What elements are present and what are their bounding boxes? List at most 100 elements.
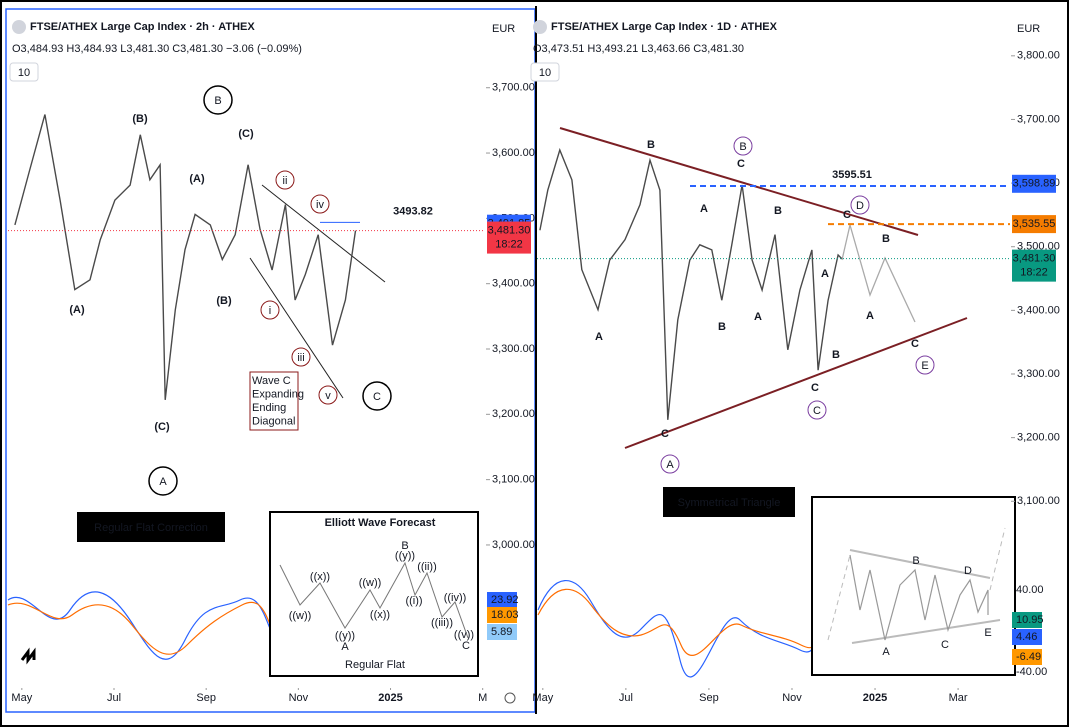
note-line: Diagonal — [252, 415, 295, 427]
wave-label: B — [739, 141, 746, 153]
inset-label: ((w)) — [359, 577, 382, 589]
inset-zigzag — [279, 561, 469, 639]
symbol-icon — [12, 20, 26, 34]
y-tick-label: 3,700.00 — [1017, 113, 1060, 125]
x-tick-label: Sep — [699, 692, 719, 704]
inset-box — [811, 496, 1016, 676]
x-tick-label: May — [11, 692, 32, 704]
inset-label: ((iv)) — [444, 592, 467, 604]
ohlc: O3,484.93 H3,484.93 L3,481.30 C3,481.30 … — [12, 43, 302, 55]
diagonal-lower — [249, 257, 344, 399]
wave-label: A — [700, 203, 708, 215]
wave-label: iii — [297, 352, 304, 364]
triangle-upper — [559, 127, 919, 236]
wave-circle — [148, 466, 178, 496]
indicator-label: 4.46 — [1016, 631, 1037, 643]
wave-label: C — [843, 209, 851, 221]
wave-label: A — [754, 311, 762, 323]
note-line: Expanding — [252, 388, 304, 400]
triangle-lower — [624, 317, 968, 449]
wave-circle — [915, 355, 935, 375]
indicator-label: 10.95 — [1016, 614, 1044, 626]
chart-title: FTSE/ATHEX Large Cap Index · 1D · ATHEX — [551, 21, 778, 33]
wave-label: C — [813, 405, 821, 417]
wave-label: B — [647, 139, 655, 151]
x-tick-label: May — [532, 692, 553, 704]
wave-label: i — [269, 305, 271, 317]
inset-label: ((x)) — [310, 571, 330, 583]
wave-label: E — [921, 360, 928, 372]
wave-label: (A) — [69, 304, 85, 316]
inset-label: A — [882, 646, 890, 658]
y-tick-label: 3,700.00 — [492, 82, 535, 94]
y-tick-label: 3,200.00 — [1017, 432, 1060, 444]
indicator-label: 40.00 — [1016, 584, 1044, 596]
ohlc: O3,473.51 H3,493.21 L3,463.66 C3,481.30 — [533, 43, 744, 55]
wave-label: (C) — [154, 421, 170, 433]
indicator-label-bg — [1012, 649, 1042, 665]
wave-label: ii — [283, 175, 288, 187]
indicator-label: 18.03 — [491, 609, 519, 621]
currency: EUR — [492, 23, 515, 35]
interval: 10 — [539, 67, 551, 79]
wave-label: (C) — [238, 128, 254, 140]
wave-circle — [291, 347, 311, 367]
inset-label: ((y)) — [335, 630, 355, 642]
inset-label: C — [941, 639, 949, 651]
y-tick-label: 3,300.00 — [1017, 368, 1060, 380]
caption-box — [663, 487, 795, 517]
indicator-label: -40.00 — [1016, 666, 1047, 678]
interval-box — [9, 62, 39, 82]
indicator-label-bg — [1012, 629, 1042, 645]
inset-caption: Regular Flat — [345, 659, 405, 671]
currency: EUR — [1017, 23, 1040, 35]
price-label: 3,481.30 — [1013, 253, 1056, 265]
inset-label: ((iii)) — [431, 617, 453, 629]
inset-lower — [851, 619, 1001, 644]
caption-box — [77, 512, 225, 542]
price-line — [14, 114, 357, 400]
level-label: 3595.51 — [832, 169, 872, 181]
wave-label: v — [325, 390, 331, 402]
wave-circle — [733, 136, 753, 156]
inset-label: ((y)) — [395, 550, 415, 562]
note-box — [249, 371, 299, 431]
wave-label: A — [159, 476, 167, 488]
wave-label: C — [811, 382, 819, 394]
wave-label: C — [661, 428, 669, 440]
wave-label: C — [911, 338, 919, 350]
inset-label: ((x)) — [370, 609, 390, 621]
inset-label: B — [401, 540, 408, 552]
wave-circle — [260, 300, 280, 320]
y-tick-label: 3,800.00 — [1017, 50, 1060, 62]
wave-label: A — [666, 459, 674, 471]
wave-label: C — [737, 158, 745, 170]
indicator-label-bg — [1012, 612, 1042, 628]
wave-circle — [850, 195, 870, 215]
inset-label: ((w)) — [289, 610, 312, 622]
settings-icon[interactable] — [504, 692, 516, 704]
inset-label: A — [341, 641, 349, 653]
wave-circle — [203, 85, 233, 115]
wave-circle — [362, 381, 392, 411]
note-line: Ending — [252, 402, 286, 414]
inset-dash — [827, 554, 851, 641]
y-tick-label: 3,400.00 — [1017, 304, 1060, 316]
y-tick-label: 3,100.00 — [492, 474, 535, 486]
wave-circle — [660, 454, 680, 474]
inset-label: D — [964, 565, 972, 577]
diagonal-upper — [261, 184, 386, 283]
level-label: 3493.82 — [393, 205, 433, 217]
indicator-label: -6.49 — [1016, 651, 1041, 663]
tv-logo — [20, 647, 36, 665]
y-tick-label: 3,200.00 — [492, 408, 535, 420]
wave-label: B — [832, 349, 840, 361]
price-label: 3,535.55 — [1013, 218, 1056, 230]
interval: 10 — [18, 67, 30, 79]
inset-label: ((v)) — [454, 629, 474, 641]
indicator-label-bg — [487, 592, 517, 608]
wave-label: (B) — [216, 295, 232, 307]
indicator-label-bg — [487, 624, 517, 640]
inset-label: ((i)) — [405, 595, 422, 607]
x-tick-label: Jul — [107, 692, 121, 704]
